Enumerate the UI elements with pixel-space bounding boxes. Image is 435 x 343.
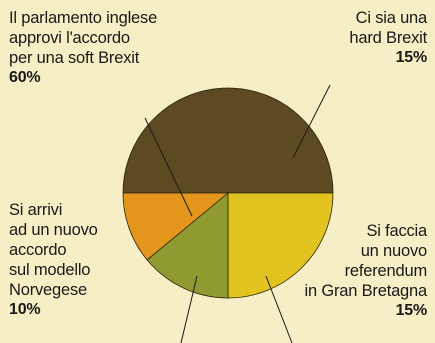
pie-slice-soft-brexit (122, 87, 334, 194)
slice-label-hard-brexit: Ci sia una hard Brexit 15% (349, 8, 427, 68)
pie-slice-hard-brexit (227, 192, 334, 299)
slice-label-line: accordo (9, 241, 67, 259)
pie-slice-referendum (146, 192, 229, 299)
slice-label-line: Norvegese (9, 281, 87, 299)
slice-label-soft-brexit: Il parlamento inglese approvi l'accordo … (9, 8, 157, 88)
slice-value-label: 15% (395, 302, 428, 319)
slice-label-referendum: Si faccia un nuovo referendum in Gran Br… (304, 221, 428, 321)
slice-label-line: un nuovo (360, 242, 427, 260)
leader-line-referendum (265, 275, 293, 343)
slice-label-line: ad un nuovo (9, 221, 98, 239)
slice-label-line: sul modello (9, 261, 91, 279)
slice-value-label: 60% (9, 69, 41, 86)
leader-line-hard-brexit (292, 84, 331, 159)
pie-slice-norway-model (122, 192, 230, 261)
leader-line-soft-brexit (144, 117, 193, 217)
slice-label-line: Il parlamento inglese (9, 9, 158, 27)
slice-label-line: Si arrivi (9, 201, 63, 219)
slice-label-line: Ci sia una (355, 9, 428, 27)
slice-value-label: 10% (9, 301, 41, 318)
slice-label-line: per una soft Brexit (9, 49, 140, 67)
slice-label-line: Si faccia (366, 222, 427, 240)
slice-label-line: in Gran Bretagna (304, 282, 428, 300)
leader-line-norway-model (180, 275, 198, 343)
slice-label-norway-model: Si arrivi ad un nuovo accordo sul modell… (9, 200, 98, 320)
slice-label-line: referendum (344, 262, 428, 280)
slice-label-line: hard Brexit (349, 29, 427, 47)
slice-label-line: approvi l'accordo (9, 29, 130, 47)
slice-value-label: 15% (395, 49, 428, 66)
